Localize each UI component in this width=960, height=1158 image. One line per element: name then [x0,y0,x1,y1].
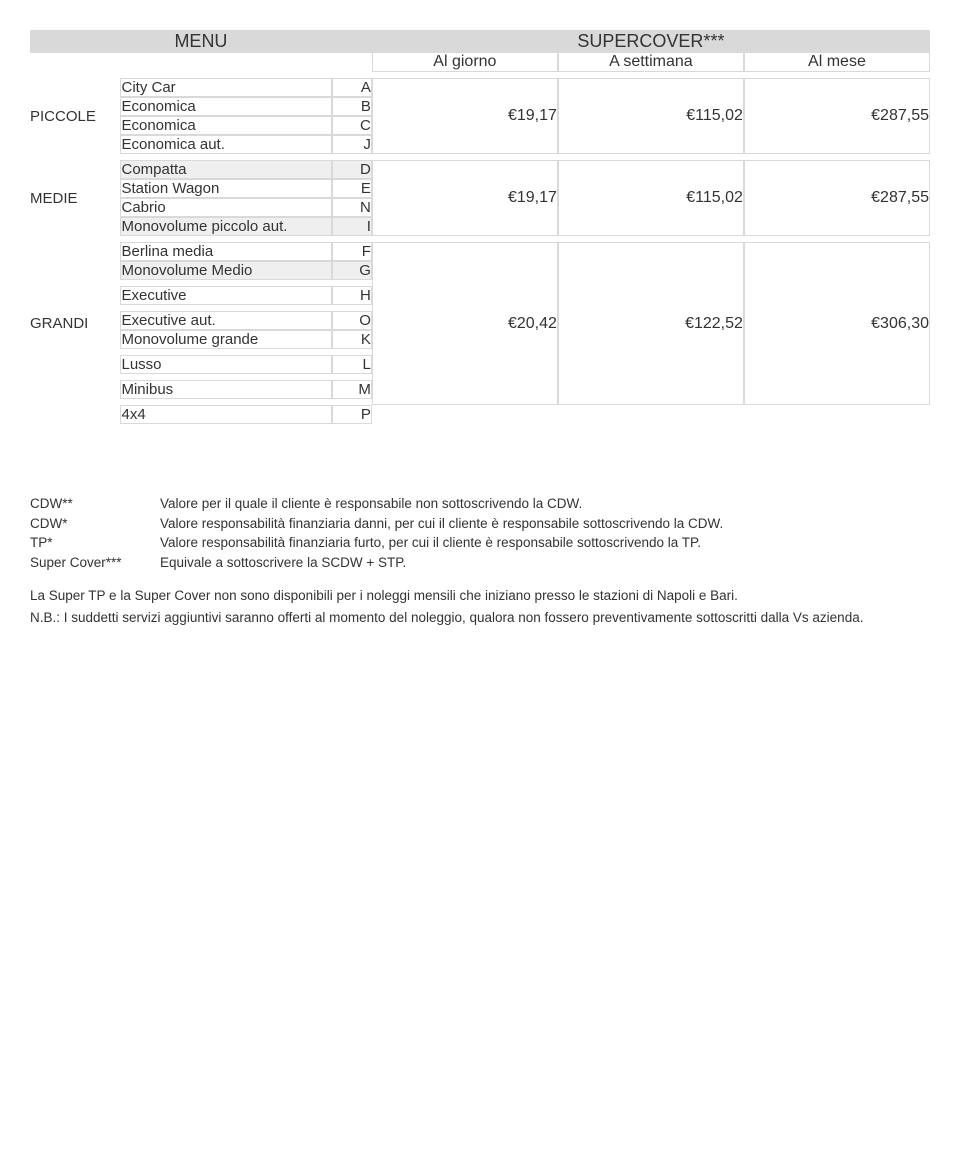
def-line: CDW* Valore responsabilità finanziaria d… [30,514,930,534]
category-grandi: GRANDI [30,242,120,405]
vehicle-code: A [332,78,372,97]
vehicle-name: Lusso [120,355,331,374]
table-row: MEDIE Compatta D €19,17 €115,02 €287,55 [30,160,930,179]
def-val: Valore per il quale il cliente è respons… [160,494,582,514]
vehicle-name: Cabrio [120,198,331,217]
menu-header: MENU [30,30,372,53]
vehicle-code: O [332,311,372,330]
vehicle-name: Executive aut. [120,311,331,330]
table-row: PICCOLE City Car A €19,17 €115,02 €287,5… [30,78,930,97]
vehicle-code: D [332,160,372,179]
vehicle-name: Economica [120,97,331,116]
vehicle-name: Compatta [120,160,331,179]
vehicle-name: 4x4 [120,405,331,424]
vehicle-code: K [332,330,372,349]
price-week: €115,02 [558,160,744,236]
supercover-header: SUPERCOVER*** [372,30,930,53]
def-line: TP* Valore responsabilità finanziaria fu… [30,533,930,553]
vehicle-name: Station Wagon [120,179,331,198]
vehicle-code: B [332,97,372,116]
price-day: €19,17 [372,78,558,154]
vehicle-code: L [332,355,372,374]
def-key: CDW* [30,514,160,534]
col-day: Al giorno [372,53,558,72]
header-row: MENU SUPERCOVER*** [30,30,930,53]
vehicle-code: E [332,179,372,198]
vehicle-name: City Car [120,78,331,97]
vehicle-code: I [332,217,372,236]
vehicle-code: G [332,261,372,280]
category-piccole: PICCOLE [30,78,120,154]
col-week: A settimana [558,53,744,72]
def-line: CDW** Valore per il quale il cliente è r… [30,494,930,514]
vehicle-code: N [332,198,372,217]
def-val: Equivale a sottoscrivere la SCDW + STP. [160,553,406,573]
footnotes: CDW** Valore per il quale il cliente è r… [30,494,930,627]
price-week: €122,52 [558,242,744,405]
vehicle-name: Monovolume Medio [120,261,331,280]
def-line: Super Cover*** Equivale a sottoscrivere … [30,553,930,573]
price-month: €287,55 [744,78,930,154]
vehicle-code: C [332,116,372,135]
table-row: GRANDI Berlina media F €20,42 €122,52 €3… [30,242,930,261]
vehicle-code: M [332,380,372,399]
price-month: €306,30 [744,242,930,405]
vehicle-name: Economica aut. [120,135,331,154]
vehicle-code: H [332,286,372,305]
vehicle-name: Economica [120,116,331,135]
def-val: Valore responsabilità finanziaria danni,… [160,514,723,534]
def-key: TP* [30,533,160,553]
def-val: Valore responsabilità finanziaria furto,… [160,533,701,553]
price-week: €115,02 [558,78,744,154]
vehicle-name: Minibus [120,380,331,399]
price-day: €19,17 [372,160,558,236]
vehicle-name: Monovolume piccolo aut. [120,217,331,236]
price-day: €20,42 [372,242,558,405]
vehicle-name: Executive [120,286,331,305]
note-paragraph: N.B.: I suddetti servizi aggiuntivi sara… [30,608,930,628]
vehicle-name: Berlina media [120,242,331,261]
vehicle-name: Monovolume grande [120,330,331,349]
def-key: CDW** [30,494,160,514]
table-row: 4x4 P [30,405,930,424]
pricing-table: MENU SUPERCOVER*** Al giorno A settimana… [30,30,930,424]
col-month: Al mese [744,53,930,72]
category-medie: MEDIE [30,160,120,236]
vehicle-code: P [332,405,372,424]
note-paragraph: La Super TP e la Super Cover non sono di… [30,586,930,606]
vehicle-code: J [332,135,372,154]
vehicle-code: F [332,242,372,261]
subheader-row: Al giorno A settimana Al mese [30,53,930,72]
price-month: €287,55 [744,160,930,236]
def-key: Super Cover*** [30,553,160,573]
